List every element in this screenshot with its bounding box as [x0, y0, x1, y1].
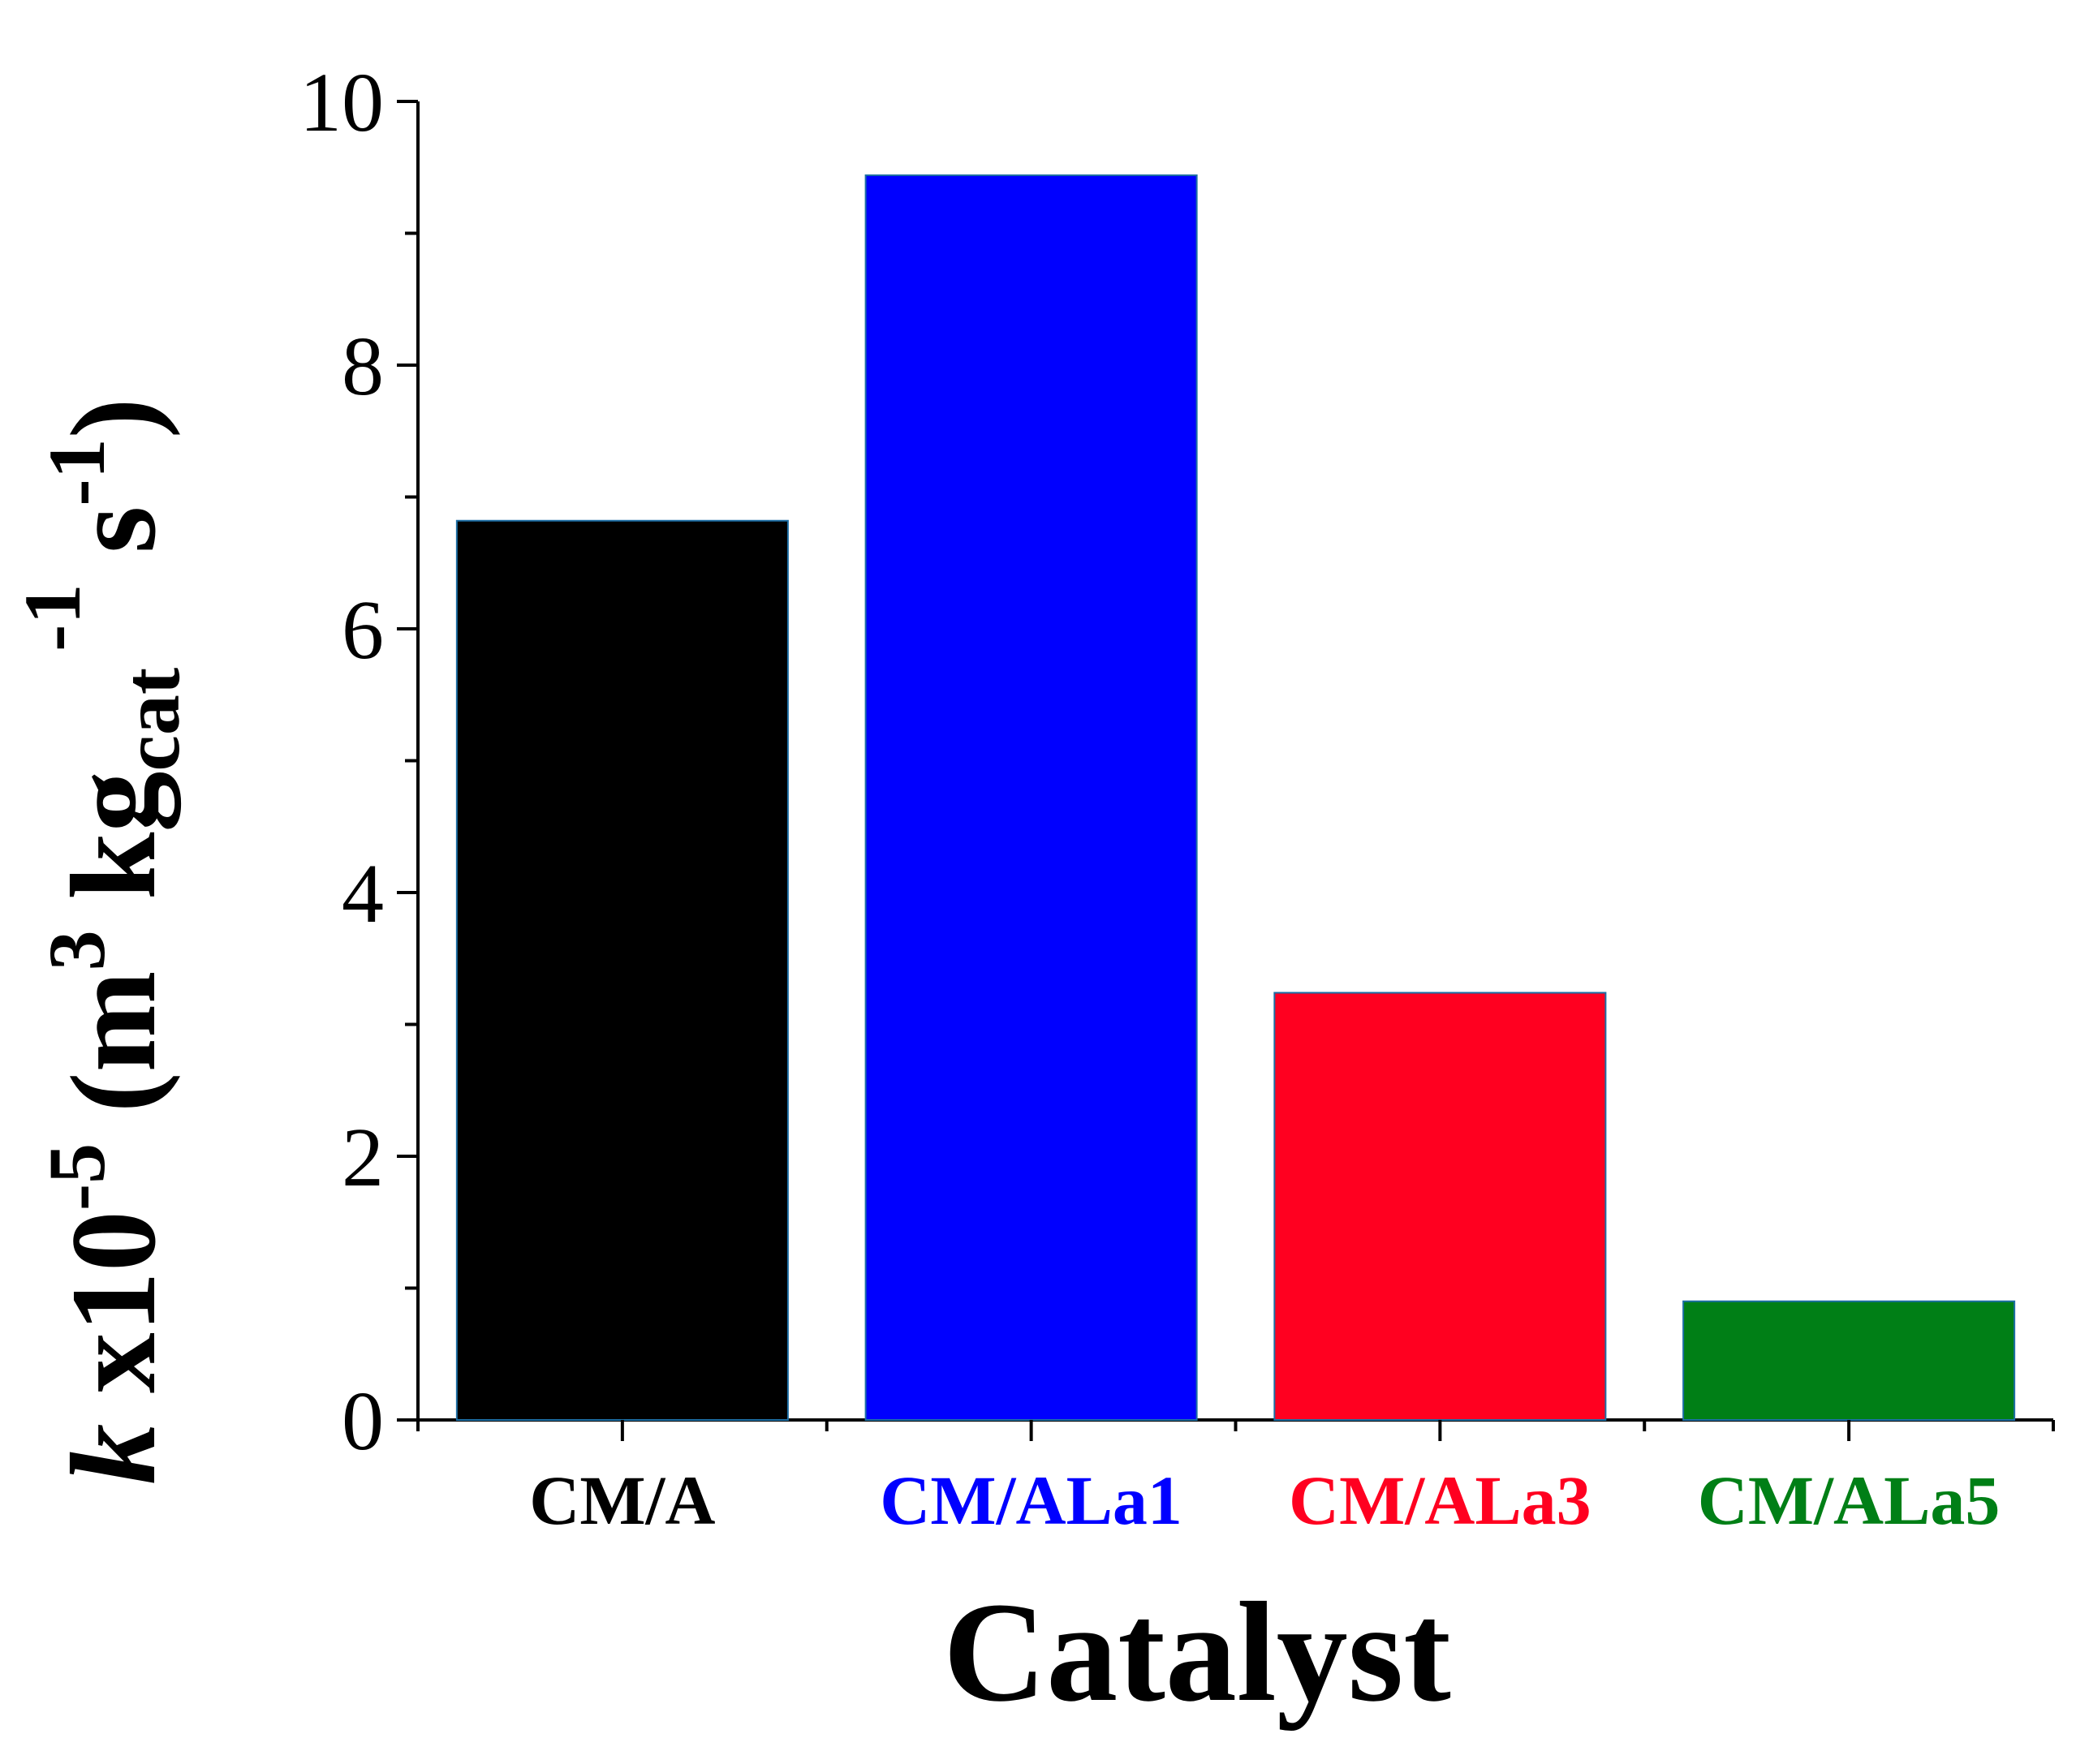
x-tick-label-cm-ala1: CM/ALa1 [880, 1461, 1182, 1539]
bar-cm-ala3 [1273, 992, 1607, 1421]
y-axis-title-exp-3: 3 [32, 930, 122, 970]
y-ticks: 0 2 4 6 8 10 [299, 56, 418, 1468]
y-axis-title-close: ) [46, 398, 181, 438]
bar-cm-a [455, 519, 789, 1421]
y-axis-title-exp-5: -5 [32, 1143, 122, 1211]
y-tick-label-10: 10 [299, 56, 384, 149]
y-tick-label-2: 2 [342, 1111, 384, 1204]
bar-cm-ala5 [1682, 1300, 2016, 1421]
y-tick-label-6: 6 [342, 583, 384, 677]
y-axis-title-open: (m [46, 970, 181, 1142]
y-axis-title: k x10-5 (m3 kgcat-1 s-1) [7, 398, 196, 1484]
bar-cm-ala1 [864, 174, 1198, 1421]
y-axis-title-s: s [46, 506, 181, 584]
y-axis-title-exp-minus1-a: -1 [7, 583, 97, 651]
x-ticks: CM/A CM/ALa1 CM/ALa3 CM/ALa5 [416, 1420, 2055, 1539]
y-tick-label-8: 8 [342, 320, 384, 413]
x-tick-label-cm-a: CM/A [529, 1461, 715, 1539]
x-tick-label-cm-ala5: CM/ALa5 [1698, 1461, 2001, 1539]
y-tick-label-0: 0 [342, 1375, 384, 1468]
y-axis-title-exp-minus1-b: -1 [32, 438, 122, 506]
bars [455, 174, 2016, 1421]
y-axis-title-k: k [46, 1424, 181, 1485]
y-axis-title-sub-cat: cat [106, 668, 196, 772]
y-axis-title-x10: x10 [46, 1211, 181, 1424]
y-axis-title-kg: kg [46, 771, 181, 930]
y-tick-label-4: 4 [342, 847, 384, 940]
x-axis-title: Catalyst [943, 1573, 1451, 1732]
x-tick-label-cm-ala3: CM/ALa3 [1289, 1461, 1591, 1539]
